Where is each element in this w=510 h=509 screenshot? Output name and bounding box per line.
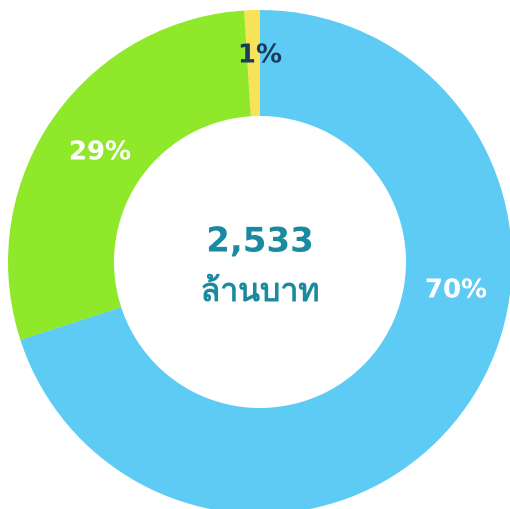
slices xyxy=(7,10,510,509)
value-label: 70% xyxy=(425,275,487,305)
center-unit: ล้านบาท xyxy=(201,271,320,309)
slice xyxy=(7,10,251,340)
center-value: 2,533 xyxy=(206,221,314,261)
slice xyxy=(20,10,510,509)
slice xyxy=(244,10,260,117)
value-label: 29% xyxy=(69,137,131,167)
value-label: 1% xyxy=(238,40,282,70)
